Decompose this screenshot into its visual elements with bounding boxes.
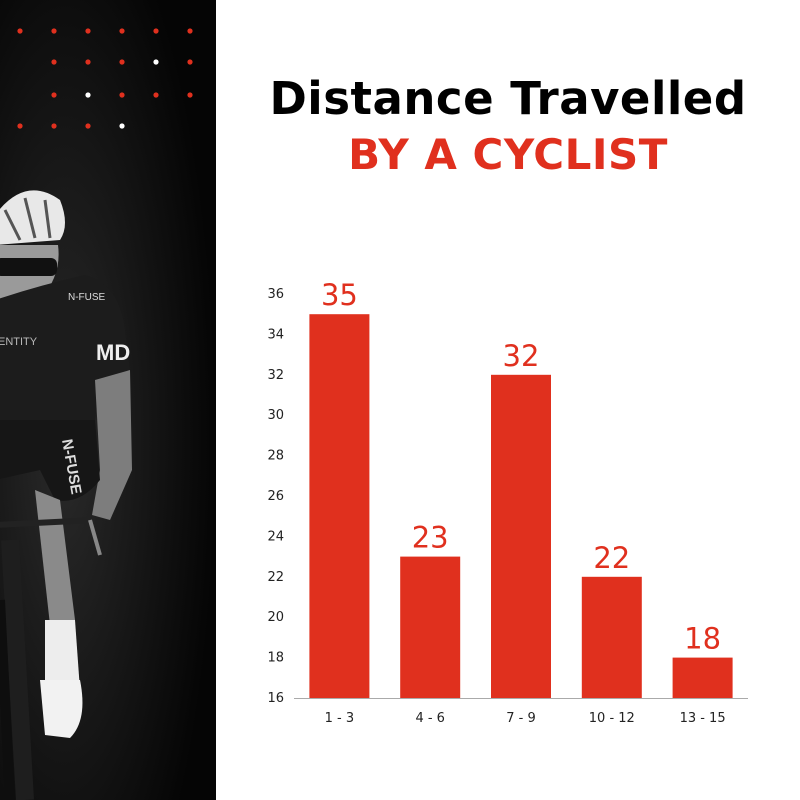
y-tick-label: 26 (267, 489, 284, 504)
x-tick-label: 13 - 15 (680, 711, 726, 726)
x-tick-label: 10 - 12 (589, 711, 635, 726)
decoration-dot (51, 92, 57, 98)
decoration-dot (119, 28, 125, 34)
y-tick-label: 32 (267, 368, 284, 383)
y-tick-label: 28 (267, 449, 284, 464)
y-tick-label: 24 (267, 529, 284, 544)
decoration-dot (187, 28, 193, 34)
decoration-dot (51, 123, 57, 129)
bar (672, 657, 733, 698)
decoration-dot (153, 92, 159, 98)
y-tick-label: 34 (267, 327, 284, 342)
chart-title-line1: Distance Travelled (269, 72, 747, 125)
data-label: 18 (684, 622, 721, 656)
bar (400, 556, 461, 698)
jersey-text: N-FUSE (68, 292, 106, 303)
y-tick-label: 22 (267, 570, 284, 585)
decoration-dot (187, 59, 193, 65)
y-tick-label: 16 (267, 691, 284, 706)
bar (581, 576, 642, 698)
data-label: 22 (593, 541, 630, 575)
decoration-dot (85, 28, 91, 34)
decoration-dot (51, 28, 57, 34)
decoration-dot (153, 59, 159, 65)
data-label: 23 (412, 521, 449, 555)
jersey-logo: MD (96, 340, 130, 365)
photo-panel: N-FUSE MD ENTITY N-FUSE (0, 0, 216, 800)
bar (309, 314, 370, 698)
x-tick-label: 4 - 6 (415, 711, 445, 726)
chart-title-line2: BY A CYCLIST (348, 130, 668, 179)
decoration-dot (85, 123, 91, 129)
x-tick-label: 7 - 9 (506, 711, 536, 726)
bar-chart: 16 18 20 22 24 26 28 30 32 34 36 35 1 - 3 23 4 - 6 32 7 … (267, 278, 748, 726)
y-tick-label: 36 (267, 287, 284, 302)
decoration-dot (17, 28, 23, 34)
cyclist-photo: N-FUSE MD ENTITY N-FUSE (0, 0, 216, 800)
decoration-dot (51, 59, 57, 65)
decoration-dot (187, 92, 193, 98)
y-tick-label: 18 (267, 651, 284, 666)
decoration-dot (17, 123, 23, 129)
cycling-shoe-icon (40, 680, 83, 738)
decoration-dot (85, 92, 91, 98)
dot-grid-decoration (17, 28, 193, 129)
y-tick-label: 30 (267, 408, 284, 423)
decoration-dot (153, 28, 159, 34)
decoration-dot (85, 59, 91, 65)
x-tick-label: 1 - 3 (325, 711, 355, 726)
y-tick-label: 20 (267, 610, 284, 625)
jersey-text-chest: ENTITY (0, 336, 38, 348)
decoration-dot (119, 59, 125, 65)
data-label: 35 (321, 278, 358, 312)
bar (491, 374, 551, 698)
data-label: 32 (503, 339, 540, 373)
decoration-dot (119, 123, 125, 129)
decoration-dot (119, 92, 125, 98)
